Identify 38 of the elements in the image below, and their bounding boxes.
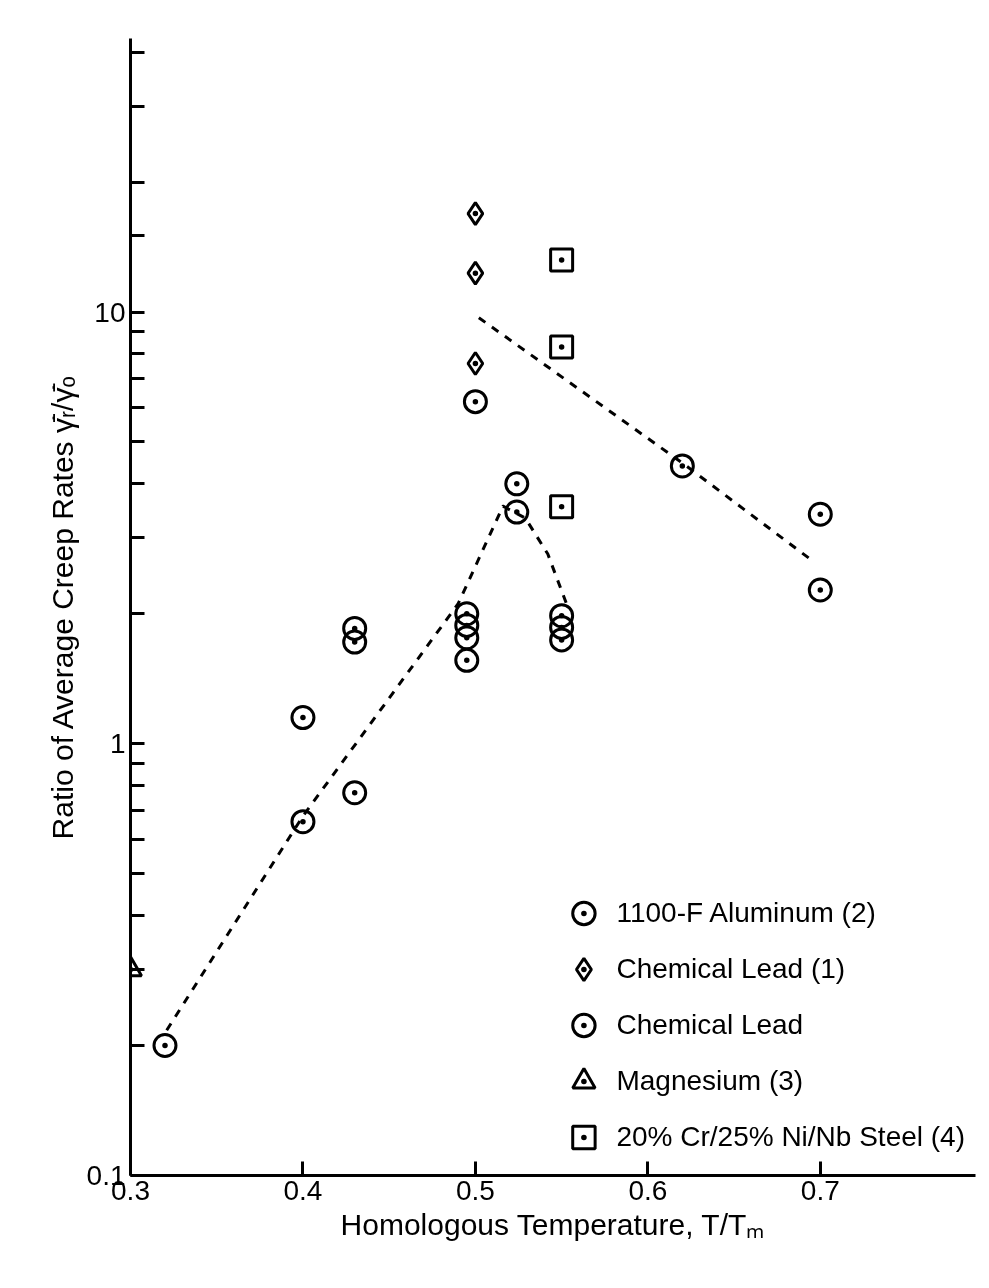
x-tick-label: 0.4 [283,1174,323,1206]
point [454,601,480,627]
legend-label: Chemical Lead (1) [616,953,846,985]
point [290,809,316,835]
point [504,499,530,525]
legend-label: 20% Cr/25% Ni/Nb Steel (4) [616,1121,965,1153]
legend-label: 1100-F Aluminum (2) [616,897,876,929]
point [807,501,833,527]
point [152,1033,178,1059]
point [342,780,368,806]
point [454,625,480,651]
point [504,471,530,497]
point [454,612,480,638]
point [669,453,695,479]
y-tick-label: 10 [94,296,126,328]
y-tick-label: 1 [109,728,126,760]
point [466,260,485,286]
point [549,334,575,360]
legend-label: Magnesium (3) [616,1065,804,1097]
point [466,350,485,376]
x-tick-label: 0.6 [628,1174,668,1206]
point [466,201,485,227]
legend-label: Chemical Lead [616,1009,804,1041]
point [549,627,575,653]
point [454,647,480,673]
point [290,705,316,731]
point [807,577,833,603]
point [549,603,575,629]
point [342,615,368,641]
x-axis-title: Homologous Temperature, T/Tₘ [340,1207,765,1241]
point [462,389,488,415]
x-tick-label: 0.7 [800,1174,840,1206]
x-tick-label: 0.5 [455,1174,495,1206]
point [342,629,368,655]
point [549,494,575,520]
point [549,614,575,640]
point [549,247,575,273]
y-axis-title: Ratio of Average Creep Rates γ̄̇ᵣ/γ̄̇ₒ [45,376,79,840]
